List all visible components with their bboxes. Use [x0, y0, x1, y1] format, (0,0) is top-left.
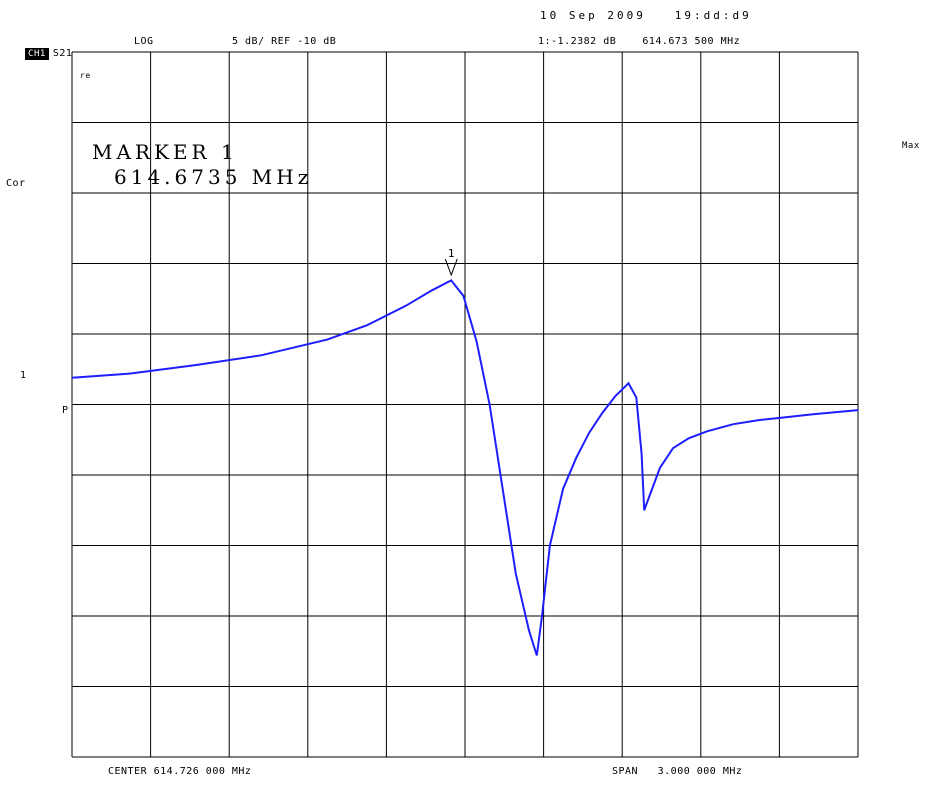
- timestamp: 10 Sep 2009 19:dd:d9: [540, 9, 752, 22]
- correction-label: Cor: [6, 178, 26, 189]
- parameter-label: S21: [52, 48, 73, 59]
- ref-pointer: P: [62, 405, 69, 416]
- span-frequency: SPAN 3.000 000 MHz: [612, 766, 743, 777]
- marker-1-number: 1: [448, 247, 455, 260]
- scale-label: 5 dB/ REF -10 dB: [232, 36, 337, 47]
- marker-readout: 1:-1.2382 dB 614.673 500 MHz: [538, 36, 741, 47]
- corner-mark: re: [80, 71, 91, 80]
- marker-title: MARKER 1: [92, 140, 238, 164]
- format-label: LOG: [134, 36, 154, 47]
- center-frequency: CENTER 614.726 000 MHz: [108, 766, 252, 777]
- marker-number-label: 1: [20, 370, 27, 381]
- channel-indicator: CH1 S21: [12, 36, 72, 60]
- plot-grid: [71, 51, 859, 758]
- channel-label: CH1: [25, 48, 49, 60]
- max-label: Max: [902, 141, 920, 151]
- marker-frequency: 614.6735 MHz: [114, 165, 313, 189]
- marker-1-symbol: [444, 258, 458, 277]
- s21-trace: [71, 279, 859, 656]
- marker-1-glyph: 1: [444, 247, 458, 277]
